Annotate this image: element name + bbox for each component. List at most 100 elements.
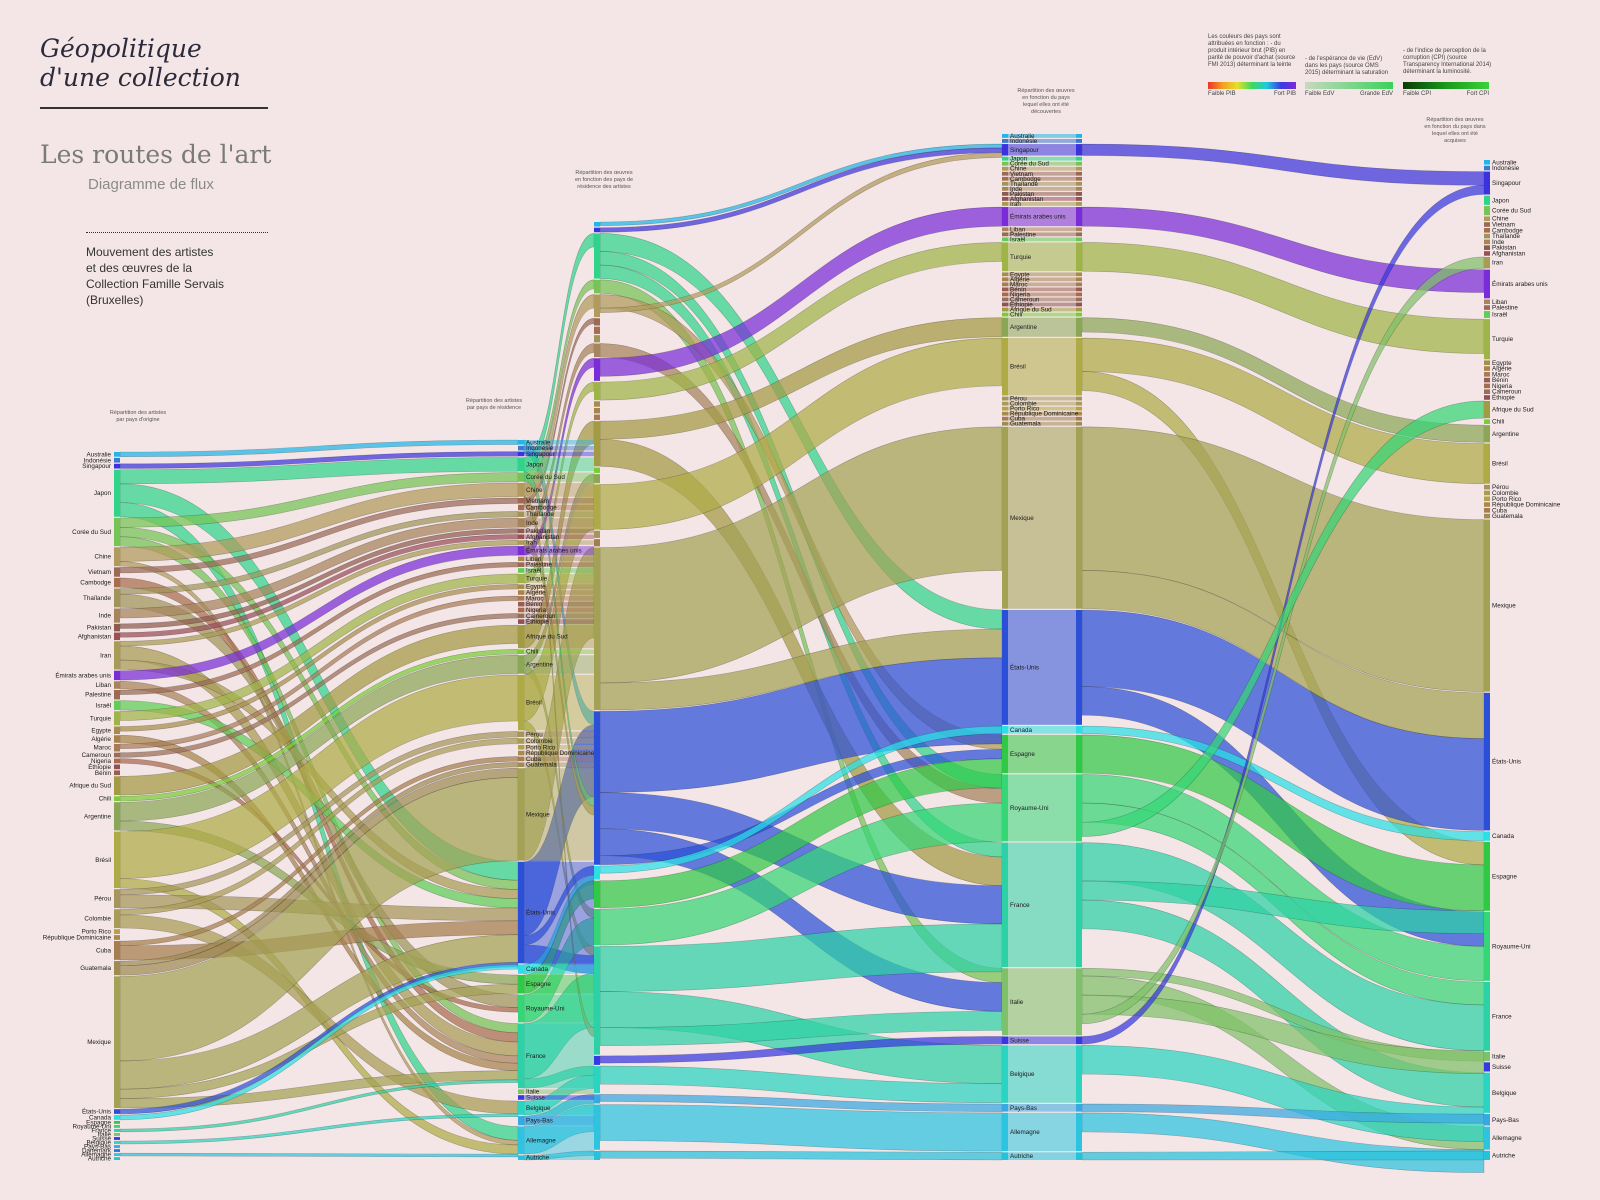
node-bar xyxy=(114,770,120,776)
node-bar xyxy=(1076,307,1082,312)
node-bar xyxy=(1002,181,1008,186)
node-bar xyxy=(1484,206,1490,216)
node-label: Autriche xyxy=(1010,1153,1034,1160)
node-bar xyxy=(114,1129,120,1132)
node-bar xyxy=(1002,156,1008,161)
node-label: Cuba xyxy=(96,947,112,954)
node-band xyxy=(524,1116,594,1126)
node-bar xyxy=(114,670,120,681)
node-label: Argentine xyxy=(526,661,553,668)
description: Mouvement des artistes et des œuvres de … xyxy=(86,244,276,308)
node-label: France xyxy=(1492,1013,1512,1020)
node-bar xyxy=(1002,421,1008,426)
description-line: Mouvement des artistes xyxy=(86,245,214,259)
node-bar xyxy=(1484,981,1490,1051)
node-label: Brésil xyxy=(526,700,542,707)
node-label: Liban xyxy=(1492,299,1508,306)
node-bar xyxy=(1484,171,1490,195)
node-bar xyxy=(1002,202,1008,206)
node-band xyxy=(1008,242,1076,272)
node-band xyxy=(1008,396,1076,401)
legend-cpi-text: - de l'indice de perception de la corrup… xyxy=(1403,48,1492,75)
node-bar xyxy=(114,1137,120,1140)
node-label: Afrique du Sud xyxy=(1010,307,1052,314)
node-band xyxy=(524,445,594,451)
node-bar xyxy=(1484,1062,1490,1072)
node-bar xyxy=(1002,297,1008,302)
flow-link xyxy=(1081,242,1485,354)
node-label: Éthiopie xyxy=(1492,392,1515,401)
node-bar xyxy=(114,935,120,940)
node-label: Pérou xyxy=(94,896,111,903)
flow-link xyxy=(1081,1150,1485,1161)
flow-link xyxy=(119,731,519,896)
node-label: Vietnam xyxy=(1010,171,1033,178)
node-bar xyxy=(518,451,524,457)
node-label: Suisse xyxy=(1010,1037,1029,1044)
node-label: Porto Rico xyxy=(82,929,112,936)
flow-link xyxy=(119,584,519,732)
node-bar xyxy=(594,318,600,326)
legend-gdp-high: Fort PIB xyxy=(1273,91,1296,97)
node-bar xyxy=(1002,1103,1008,1112)
node-bar xyxy=(1484,251,1490,256)
node-band xyxy=(524,584,594,590)
node-bar xyxy=(594,279,600,294)
node-label: Egypte xyxy=(526,584,546,591)
node-label: Bénin xyxy=(1010,286,1027,293)
node-bar xyxy=(518,974,524,994)
node-label: Colombie xyxy=(526,738,553,745)
node-bar xyxy=(594,539,600,547)
node-label: Australie xyxy=(87,451,112,458)
node-bar xyxy=(518,674,524,731)
node-label: Chine xyxy=(1010,166,1027,173)
node-label: États-Unis xyxy=(1010,662,1039,671)
column-header: Répartition des artistes xyxy=(110,410,166,416)
node-bar xyxy=(114,608,120,623)
node-band xyxy=(1008,406,1076,411)
node-label: États-Unis xyxy=(82,1107,111,1116)
node-label: Turquie xyxy=(526,576,548,583)
node-bar xyxy=(114,711,120,726)
node-bar xyxy=(1002,307,1008,312)
node-bar xyxy=(518,738,524,744)
node-band xyxy=(524,625,594,649)
node-bar xyxy=(1002,968,1008,1036)
node-label: Italie xyxy=(1010,999,1024,1006)
node-bar xyxy=(1002,396,1008,401)
node-bar xyxy=(1002,292,1008,297)
node-label: Guatemala xyxy=(526,762,557,769)
node-label: Afrique du Sud xyxy=(526,634,568,641)
node-bar xyxy=(1002,227,1008,232)
node-label: Éthiopie xyxy=(526,617,549,626)
node-bar xyxy=(1076,1112,1082,1152)
node-bar xyxy=(1484,443,1490,484)
node-band xyxy=(1008,186,1076,191)
node-label: Royaume-Uni xyxy=(1492,943,1531,950)
node-bar xyxy=(518,731,524,738)
node-label: Thaïlande xyxy=(1010,181,1039,188)
node-bar xyxy=(1484,319,1490,360)
node-label: Israël xyxy=(96,702,111,709)
legend-gdp-low: Faible PIB xyxy=(1208,91,1236,97)
node-band xyxy=(1008,338,1076,396)
node-bar xyxy=(114,941,120,960)
node-label: Cameroun xyxy=(1010,296,1040,303)
node-band xyxy=(524,540,594,545)
node-label: Émirats arabes unis xyxy=(526,546,582,555)
legend-gdp-scale: Faible PIB Fort PIB xyxy=(1208,91,1296,99)
node-bar xyxy=(1076,186,1082,191)
node-band xyxy=(1008,156,1076,161)
node-label: Espagne xyxy=(526,981,551,988)
node-bar xyxy=(1076,237,1082,242)
node-bar xyxy=(114,764,120,770)
main-title-line2: d'une collection xyxy=(40,63,241,92)
node-bar xyxy=(1484,389,1490,394)
node-band xyxy=(1008,401,1076,406)
node-bar xyxy=(114,929,120,934)
node-label: Pays-Bas xyxy=(1492,1117,1519,1124)
node-band xyxy=(524,731,594,738)
column-header: Répartition des œuvres xyxy=(1426,117,1483,123)
node-bar xyxy=(594,227,600,233)
node-bar xyxy=(518,457,524,472)
